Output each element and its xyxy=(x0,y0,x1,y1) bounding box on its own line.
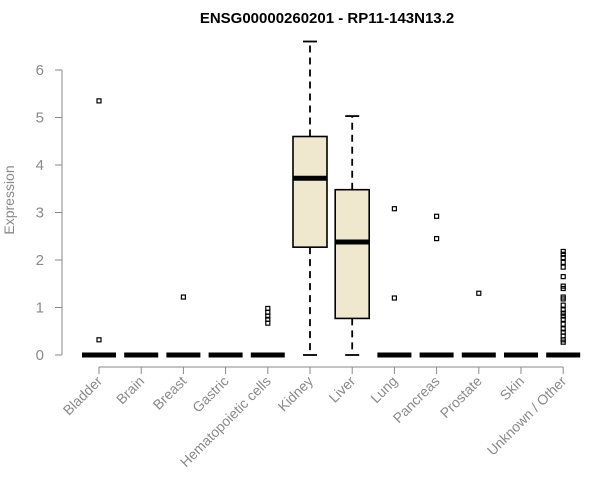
box-group xyxy=(82,98,116,358)
outlier-point xyxy=(391,206,397,212)
box-group xyxy=(334,115,371,356)
outlier-point xyxy=(560,307,566,313)
box-group xyxy=(546,248,581,358)
outlier-point xyxy=(96,337,102,343)
outlier-point xyxy=(434,213,440,219)
box-iqr xyxy=(334,188,371,320)
outlier-point xyxy=(560,251,566,257)
y-tick-label: 2 xyxy=(36,252,44,269)
box-group xyxy=(377,206,412,358)
outlier-point xyxy=(560,313,566,319)
box-group xyxy=(166,294,201,358)
outlier-point xyxy=(96,98,102,104)
outlier-point xyxy=(560,321,566,327)
outlier-point xyxy=(560,339,566,345)
y-tick-label: 0 xyxy=(36,347,44,364)
x-tick-label: Unknown / Other xyxy=(484,373,570,459)
x-tick-label: Breast xyxy=(150,373,190,413)
outlier-point xyxy=(560,274,566,280)
outlier-point xyxy=(560,285,566,292)
x-tick-label: Pancreas xyxy=(390,373,443,426)
outlier-point xyxy=(434,236,440,242)
box-group xyxy=(461,290,496,358)
box-iqr xyxy=(292,135,328,248)
box-series xyxy=(82,40,581,358)
y-axis: 0 1 2 3 4 5 6 xyxy=(36,62,63,364)
outlier-point xyxy=(560,296,566,302)
chart-title: ENSG00000260201 - RP11-143N13.2 xyxy=(200,10,454,27)
y-tick-label: 6 xyxy=(36,62,44,79)
outlier-point xyxy=(265,320,271,326)
x-tick-label: Liver xyxy=(326,373,359,406)
outlier-point xyxy=(560,264,566,270)
outlier-point xyxy=(560,302,566,308)
outlier-point xyxy=(560,326,566,332)
y-tick-label: 5 xyxy=(36,110,44,127)
y-tick-label: 4 xyxy=(36,157,44,174)
x-tick-label: Bladder xyxy=(60,373,106,419)
outlier-point xyxy=(560,259,566,265)
x-tick-label: Brain xyxy=(113,373,147,407)
outlier-point xyxy=(265,313,271,319)
x-tick-label: Lung xyxy=(367,373,400,406)
x-tick-label: Prostate xyxy=(437,373,485,421)
outlier-point xyxy=(180,294,186,300)
outlier-point xyxy=(560,255,566,261)
y-tick-label: 3 xyxy=(36,205,44,222)
y-axis-label: Expression xyxy=(1,165,17,234)
outlier-point xyxy=(560,316,566,322)
y-tick-label: 1 xyxy=(36,300,44,317)
box-group xyxy=(419,213,454,358)
outlier-point xyxy=(560,310,566,316)
outlier-point xyxy=(391,295,397,301)
x-tick-label: Skin xyxy=(497,373,528,404)
box-group xyxy=(292,40,328,356)
box-group xyxy=(250,305,285,358)
x-tick-label: Kidney xyxy=(275,373,317,415)
outlier-point xyxy=(560,248,566,255)
outlier-point xyxy=(476,290,482,296)
